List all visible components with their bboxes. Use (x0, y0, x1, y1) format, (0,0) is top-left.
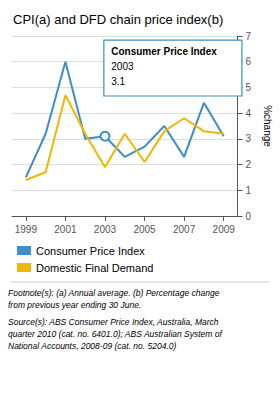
svg-text:1: 1 (246, 185, 252, 196)
svg-text:4: 4 (246, 108, 252, 119)
svg-text:7: 7 (246, 31, 252, 42)
svg-text:Domestic Final Demand: Domestic Final Demand (36, 262, 153, 274)
svg-text:CPI(a) and DFD chain price ind: CPI(a) and DFD chain price index(b) (13, 12, 223, 27)
svg-text:2001: 2001 (54, 224, 77, 235)
svg-text:quarter 2010 (cat. no. 6401.0): quarter 2010 (cat. no. 6401.0); ABS Aust… (8, 329, 224, 339)
svg-text:%change: %change (262, 105, 273, 147)
svg-text:Consumer Price Index: Consumer Price Index (36, 245, 145, 257)
svg-text:National Accounts, 2008-09 (ca: National Accounts, 2008-09 (cat. no. 520… (8, 341, 177, 351)
svg-text:2009: 2009 (213, 224, 236, 235)
svg-text:2: 2 (246, 159, 252, 170)
svg-text:2003: 2003 (94, 224, 117, 235)
svg-text:from previous year ending 30 J: from previous year ending 30 June. (8, 300, 141, 310)
svg-text:Footnote(s): (a) Annual averag: Footnote(s): (a) Annual average. (b) Per… (8, 288, 220, 298)
svg-text:2003: 2003 (111, 61, 134, 72)
svg-text:3: 3 (246, 133, 252, 144)
svg-text:Source(s): ABS Consumer Price: Source(s): ABS Consumer Price Index, Aus… (8, 317, 219, 327)
svg-text:1999: 1999 (15, 224, 38, 235)
svg-text:3.1: 3.1 (111, 76, 125, 87)
svg-text:Consumer Price Index: Consumer Price Index (111, 46, 217, 57)
svg-text:2007: 2007 (173, 224, 196, 235)
svg-text:6: 6 (246, 56, 252, 67)
svg-text:0: 0 (246, 211, 252, 222)
svg-text:2005: 2005 (133, 224, 156, 235)
svg-text:5: 5 (246, 82, 252, 93)
